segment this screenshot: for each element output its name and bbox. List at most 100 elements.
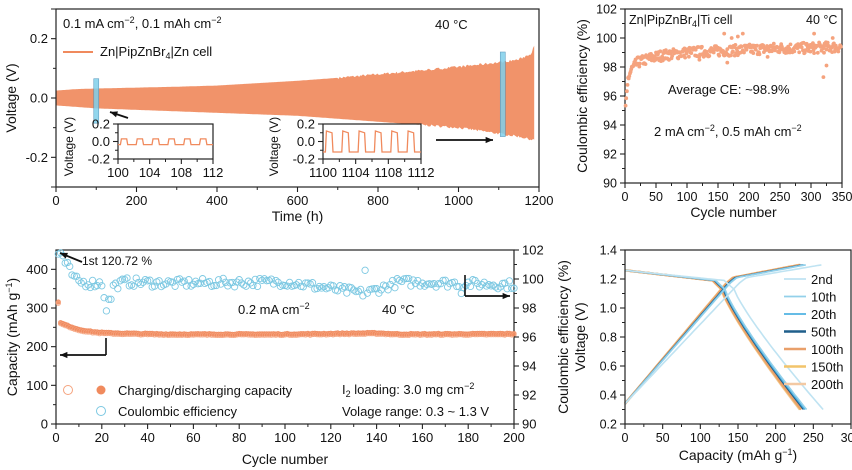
ce-point: [372, 285, 381, 293]
ce-point: [123, 274, 131, 282]
ce-point: [137, 280, 145, 289]
ce-point: [838, 44, 843, 49]
ce-point: [466, 282, 475, 291]
ce-point: [244, 277, 253, 285]
text-span: 4: [166, 51, 171, 61]
charge-curve-10th: [624, 264, 806, 405]
ce-point: [75, 276, 83, 285]
legend-label-capacity: Charging/discharging capacity: [118, 383, 293, 398]
x-tick-label: 250: [803, 431, 824, 445]
temperature-label: 40 °C: [435, 17, 468, 32]
ce-point: [368, 285, 376, 293]
legend-label-50th: 50th: [811, 325, 836, 340]
y-tick-label: 0.8: [600, 331, 617, 345]
legend-label-ce: Coulombic efficiency: [118, 404, 237, 419]
ce-point: [742, 50, 746, 55]
inset-1: 100 104 108 112 -0.2 0.0 0.2 Voltage (V): [62, 117, 223, 181]
y-tick-label: 92: [603, 148, 617, 162]
x-tick-label: 0: [622, 431, 629, 445]
ce-point: [725, 60, 730, 65]
panel-a-voltage-time: 0 200 400 600 800 1000 1200 -0.2 0.0 0.2 Time (h) V…: [3, 8, 554, 224]
ce-point: [822, 50, 826, 55]
ce-point: [747, 42, 752, 47]
ce-point: [788, 42, 793, 47]
text-span: |Zn cell: [171, 44, 213, 59]
ce-point: [773, 48, 777, 53]
highlight-window-2: [499, 51, 506, 137]
capacity-point: [55, 299, 61, 305]
y-tick-label: -0.2: [88, 152, 110, 167]
charge-curve-20th: [624, 264, 805, 405]
legend-label-2nd: 2nd: [811, 272, 833, 287]
x-tick-label: 100: [690, 431, 711, 445]
x-tick-label: 600: [287, 193, 309, 208]
discharge-curve-200th: [624, 269, 801, 411]
x-tick-label: 180: [457, 430, 479, 445]
arrow-head: [60, 351, 68, 359]
inset-y-axis-label: Voltage (V): [62, 117, 76, 176]
ce-point: [363, 289, 372, 297]
ce-point: [192, 277, 200, 285]
ce-point: [803, 48, 808, 53]
ce-point: [799, 45, 804, 50]
ce-point: [722, 31, 727, 36]
ce-point: [301, 279, 310, 287]
first-ce-label: 1st 120.72 %: [82, 254, 152, 268]
y-tick-label: 92: [522, 388, 536, 403]
y-tick-label: 0.6: [600, 360, 617, 374]
arrow-head: [60, 252, 68, 259]
charge-curve-150th: [624, 263, 801, 405]
legend-label-150th: 150th: [811, 360, 844, 375]
text-span: −2: [124, 15, 134, 25]
y-tick-label: 94: [522, 359, 536, 374]
panel-c-cycling: 0 20 40 60 80 100 120 140 160 180 200 0 100 200 300 400…: [4, 243, 571, 468]
ce-point: [336, 282, 344, 290]
text-span: 2: [346, 389, 351, 399]
ce-point: [729, 36, 734, 40]
voltage-range-label: Volage range: 0.3 ~ 1.3 V: [342, 404, 489, 419]
ce-point: [109, 281, 117, 289]
capacity-point-open: [55, 300, 61, 306]
arrow-head: [485, 136, 493, 144]
ce-point: [824, 47, 829, 52]
x-tick-label: 100: [274, 430, 296, 445]
ce-point: [63, 258, 72, 267]
y-tick-label: 98: [603, 61, 617, 75]
ce-point: [233, 278, 241, 286]
ce-point: [82, 283, 90, 291]
ce-point: [753, 47, 758, 52]
y-tick-label: 400: [26, 262, 48, 277]
y-axis-label: Capacity (mAh g−1): [4, 278, 20, 396]
ce-point: [707, 54, 712, 58]
ce-point: [450, 278, 459, 286]
x-axis-label: Cycle number: [242, 451, 329, 467]
y-tick-label: 0.4: [600, 389, 617, 403]
ce-point: [733, 43, 738, 47]
legend-label: Zn|PipZnBr4|Zn cell: [100, 44, 212, 61]
ce-point: [295, 278, 303, 287]
ce-point: [253, 282, 262, 291]
text-span: Br: [153, 44, 167, 59]
arrow-head: [110, 111, 118, 118]
x-tick-label: 1200: [525, 193, 554, 208]
legend-marker-capacity-open: [63, 385, 73, 395]
ce-point: [455, 283, 463, 291]
ce-point: [272, 276, 280, 285]
ce-point: [230, 283, 239, 291]
ce-point: [130, 282, 138, 290]
y-tick-label: 1.4: [600, 244, 617, 258]
ce-point: [320, 283, 328, 291]
x-tick-label: 300: [801, 190, 822, 204]
ce-point: [825, 40, 830, 45]
x-tick-label: 1100: [309, 165, 337, 180]
ce-point: [625, 83, 630, 87]
y-tick-label: 1.2: [600, 273, 617, 287]
legend-label-10th: 10th: [811, 290, 836, 305]
x-tick-label: 140: [366, 430, 388, 445]
y-axis-label: Coulombic efficiency (%): [574, 19, 590, 173]
ce-point: [624, 96, 629, 101]
x-tick-label: 1108: [374, 165, 402, 180]
charge-curve-2nd: [624, 264, 822, 405]
ce-point: [658, 49, 663, 54]
x-tick-label: 0: [622, 190, 629, 204]
